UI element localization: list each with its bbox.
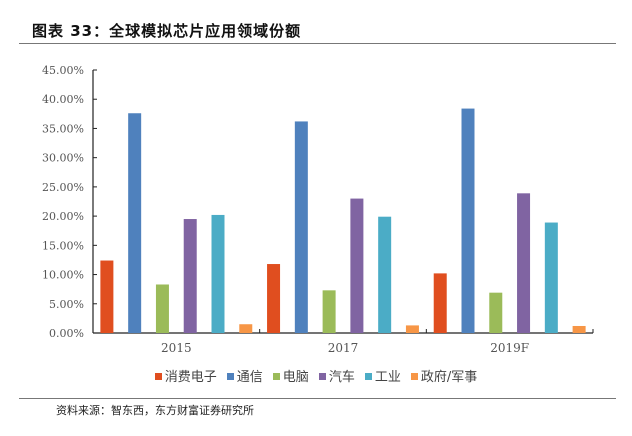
- bar-2017-政府/军事: [405, 325, 419, 333]
- bar-2019F-消费电子: [433, 273, 447, 333]
- legend-item: 政府/军事: [410, 366, 478, 385]
- y-tick-label: 45.00%: [42, 64, 84, 77]
- bar-2019F-政府/军事: [572, 325, 586, 333]
- legend-label: 通信: [236, 370, 263, 385]
- bar-2017-工业: [378, 216, 392, 333]
- y-tick-label: 5.00%: [49, 298, 84, 311]
- y-tick-label: 20.00%: [42, 210, 84, 223]
- y-tick-label: 30.00%: [42, 152, 84, 165]
- bar-2019F-汽车: [517, 193, 531, 333]
- legend-swatch: [272, 373, 280, 380]
- x-tick-label: 2015: [161, 341, 192, 355]
- x-tick-label: 2017: [328, 341, 359, 355]
- legend-label: 消费电子: [164, 370, 217, 385]
- bar-2015-工业: [211, 214, 225, 333]
- title-rule: [19, 43, 616, 44]
- bar-2015-消费电子: [100, 260, 114, 333]
- y-tick-label: 10.00%: [42, 269, 84, 282]
- y-tick-label: 40.00%: [42, 93, 84, 106]
- y-tick-label: 35.00%: [42, 122, 84, 135]
- x-tick-label: 2019F: [490, 341, 529, 355]
- bar-chart: 0.00% 5.00% 10.00% 15.00% 20.00% 25.00% 30.00%…: [42, 64, 594, 355]
- legend-swatch: [318, 373, 326, 380]
- legend-swatch: [154, 373, 162, 380]
- legend-item: 通信: [226, 366, 263, 385]
- bar-2015-汽车: [183, 219, 197, 333]
- source-rule: [19, 398, 616, 399]
- source-note: 资料来源：智东西，东方财富证券研究所: [56, 404, 254, 417]
- y-tick-label: 25.00%: [42, 181, 84, 194]
- bar-2017-汽车: [350, 198, 364, 333]
- bar-2015-政府/军事: [239, 324, 253, 333]
- y-tick-label: 0.00%: [49, 327, 84, 340]
- bar-2017-通信: [294, 121, 308, 333]
- legend-swatch: [226, 373, 234, 380]
- bar-2019F-电脑: [489, 292, 503, 333]
- legend: 消费电子 通信 电脑 汽车 工业 政府/军事: [0, 366, 632, 385]
- legend-label: 汽车: [328, 370, 355, 385]
- bar-2019F-通信: [461, 108, 475, 333]
- legend-swatch: [410, 373, 418, 380]
- figure-title: 图表 33：全球模拟芯片应用领域份额: [32, 22, 302, 40]
- bar-2017-消费电子: [267, 264, 281, 333]
- legend-item: 工业: [364, 366, 401, 385]
- legend-item: 消费电子: [154, 366, 217, 385]
- legend-item: 电脑: [272, 366, 309, 385]
- legend-label: 工业: [374, 370, 401, 385]
- bar-2015-电脑: [155, 284, 169, 333]
- legend-item: 汽车: [318, 366, 355, 385]
- legend-label: 政府/军事: [420, 370, 478, 385]
- bar-2015-通信: [128, 113, 142, 333]
- y-tick-label: 15.00%: [42, 239, 84, 252]
- bar-2017-电脑: [322, 290, 336, 333]
- bar-2019F-工业: [544, 222, 558, 333]
- legend-swatch: [364, 373, 372, 380]
- legend-label: 电脑: [282, 370, 309, 385]
